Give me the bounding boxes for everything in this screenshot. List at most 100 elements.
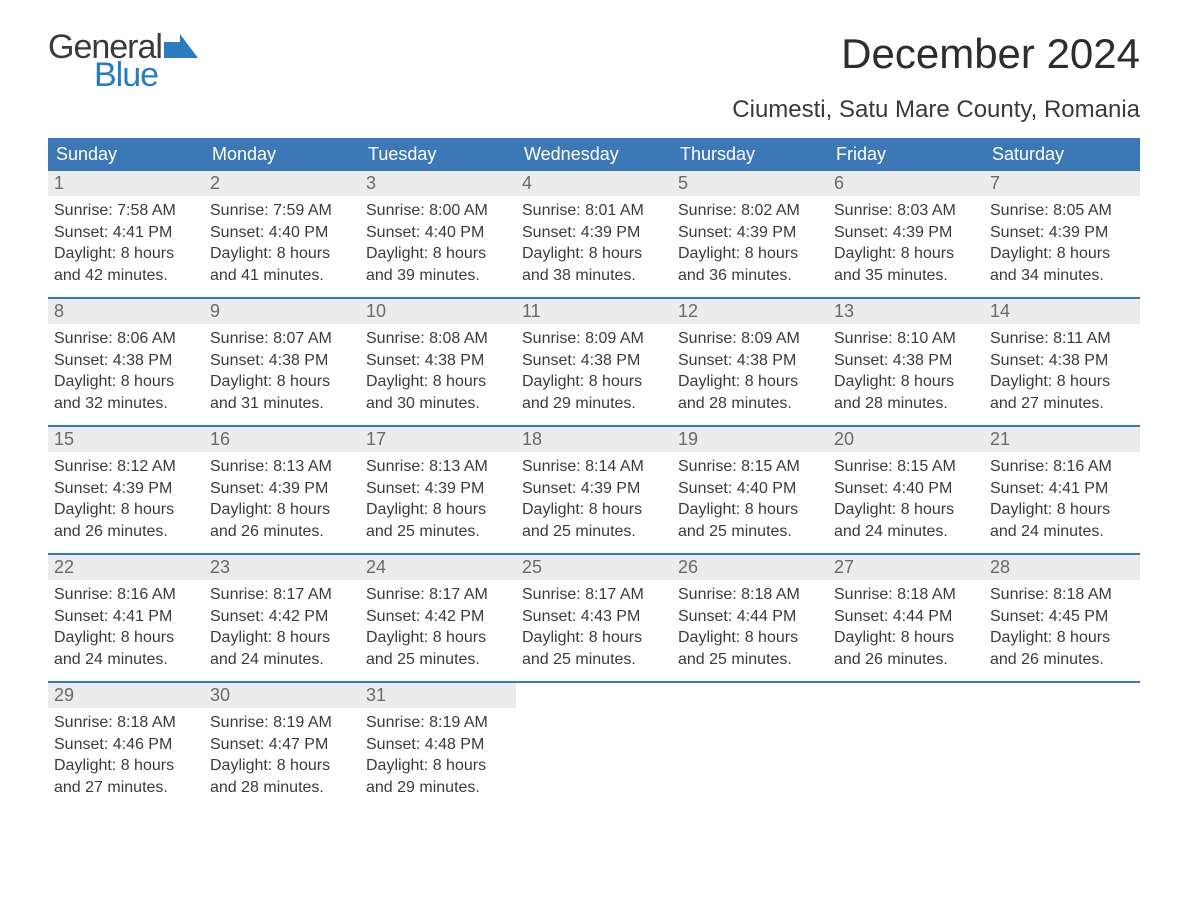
sunset-label: Sunset: [210, 480, 264, 497]
cell-body: Sunrise: 8:19 AMSunset: 4:47 PMDaylight:… [204, 708, 360, 798]
sunset-value: 4:38 PM [269, 352, 329, 369]
sunset-label: Sunset: [990, 352, 1044, 369]
sunrise-value: 8:16 AM [1053, 458, 1112, 475]
sunrise-label: Sunrise: [210, 458, 269, 475]
calendar-cell: 29Sunrise: 8:18 AMSunset: 4:46 PMDayligh… [48, 683, 204, 801]
sunrise-value: 8:09 AM [585, 330, 644, 347]
cell-body: Sunrise: 8:05 AMSunset: 4:39 PMDaylight:… [984, 196, 1140, 286]
sunset-line: Sunset: 4:38 PM [834, 350, 978, 372]
day-number: 20 [828, 427, 984, 452]
sunrise-value: 8:00 AM [429, 202, 488, 219]
sunrise-label: Sunrise: [366, 330, 425, 347]
sunset-value: 4:39 PM [737, 224, 797, 241]
daylight-line: Daylight: 8 hours and 29 minutes. [366, 755, 510, 798]
sunrise-label: Sunrise: [366, 458, 425, 475]
sunrise-line: Sunrise: 7:59 AM [210, 200, 354, 222]
cell-body: Sunrise: 8:00 AMSunset: 4:40 PMDaylight:… [360, 196, 516, 286]
calendar-cell: 19Sunrise: 8:15 AMSunset: 4:40 PMDayligh… [672, 427, 828, 545]
day-number: 6 [828, 171, 984, 196]
sunset-value: 4:41 PM [113, 224, 173, 241]
sunrise-label: Sunrise: [54, 714, 113, 731]
weekday-header-cell: Thursday [672, 138, 828, 171]
cell-body: Sunrise: 8:16 AMSunset: 4:41 PMDaylight:… [48, 580, 204, 670]
calendar-cell: 23Sunrise: 8:17 AMSunset: 4:42 PMDayligh… [204, 555, 360, 673]
sunset-value: 4:38 PM [581, 352, 641, 369]
sunset-line: Sunset: 4:47 PM [210, 734, 354, 756]
sunrise-line: Sunrise: 8:16 AM [990, 456, 1134, 478]
sunrise-label: Sunrise: [678, 330, 737, 347]
sunrise-line: Sunrise: 8:18 AM [834, 584, 978, 606]
sunset-label: Sunset: [522, 480, 576, 497]
sunrise-line: Sunrise: 8:15 AM [834, 456, 978, 478]
calendar-cell: 6Sunrise: 8:03 AMSunset: 4:39 PMDaylight… [828, 171, 984, 289]
calendar-cell: 4Sunrise: 8:01 AMSunset: 4:39 PMDaylight… [516, 171, 672, 289]
day-number: 31 [360, 683, 516, 708]
daylight-line: Daylight: 8 hours and 25 minutes. [522, 627, 666, 670]
sunrise-line: Sunrise: 8:09 AM [678, 328, 822, 350]
daylight-line: Daylight: 8 hours and 34 minutes. [990, 243, 1134, 286]
sunset-line: Sunset: 4:39 PM [54, 478, 198, 500]
sunrise-value: 7:59 AM [273, 202, 332, 219]
sunrise-line: Sunrise: 8:12 AM [54, 456, 198, 478]
sunset-line: Sunset: 4:45 PM [990, 606, 1134, 628]
calendar-cell: 7Sunrise: 8:05 AMSunset: 4:39 PMDaylight… [984, 171, 1140, 289]
sunset-value: 4:39 PM [581, 224, 641, 241]
day-number: 11 [516, 299, 672, 324]
calendar-cell [672, 683, 828, 801]
sunrise-label: Sunrise: [54, 458, 113, 475]
cell-body: Sunrise: 8:15 AMSunset: 4:40 PMDaylight:… [672, 452, 828, 542]
day-number: 22 [48, 555, 204, 580]
day-number: 4 [516, 171, 672, 196]
sunset-line: Sunset: 4:48 PM [366, 734, 510, 756]
calendar-cell: 24Sunrise: 8:17 AMSunset: 4:42 PMDayligh… [360, 555, 516, 673]
daylight-line: Daylight: 8 hours and 35 minutes. [834, 243, 978, 286]
sunrise-value: 8:17 AM [429, 586, 488, 603]
calendar-cell: 28Sunrise: 8:18 AMSunset: 4:45 PMDayligh… [984, 555, 1140, 673]
daylight-line: Daylight: 8 hours and 28 minutes. [834, 371, 978, 414]
daylight-line: Daylight: 8 hours and 25 minutes. [366, 627, 510, 670]
sunrise-line: Sunrise: 8:03 AM [834, 200, 978, 222]
sunrise-label: Sunrise: [54, 586, 113, 603]
cell-body: Sunrise: 8:12 AMSunset: 4:39 PMDaylight:… [48, 452, 204, 542]
sunrise-label: Sunrise: [210, 202, 269, 219]
sunset-value: 4:41 PM [1049, 480, 1109, 497]
calendar-cell: 1Sunrise: 7:58 AMSunset: 4:41 PMDaylight… [48, 171, 204, 289]
day-number: 30 [204, 683, 360, 708]
sunrise-line: Sunrise: 8:08 AM [366, 328, 510, 350]
cell-body: Sunrise: 7:59 AMSunset: 4:40 PMDaylight:… [204, 196, 360, 286]
sunset-line: Sunset: 4:40 PM [210, 222, 354, 244]
sunrise-line: Sunrise: 8:13 AM [366, 456, 510, 478]
sunrise-line: Sunrise: 8:17 AM [366, 584, 510, 606]
sunrise-line: Sunrise: 8:06 AM [54, 328, 198, 350]
sunset-value: 4:38 PM [425, 352, 485, 369]
daylight-label: Daylight: [834, 245, 896, 262]
daylight-label: Daylight: [54, 245, 116, 262]
day-number: 9 [204, 299, 360, 324]
sunrise-value: 8:06 AM [117, 330, 176, 347]
calendar-cell: 25Sunrise: 8:17 AMSunset: 4:43 PMDayligh… [516, 555, 672, 673]
sunset-value: 4:44 PM [893, 608, 953, 625]
sunrise-label: Sunrise: [990, 458, 1049, 475]
sunrise-line: Sunrise: 8:13 AM [210, 456, 354, 478]
sunrise-value: 8:12 AM [117, 458, 176, 475]
sunrise-value: 8:05 AM [1053, 202, 1112, 219]
sunset-line: Sunset: 4:40 PM [678, 478, 822, 500]
day-number: 10 [360, 299, 516, 324]
sunrise-value: 8:19 AM [273, 714, 332, 731]
cell-body: Sunrise: 8:18 AM Sunset: 4:44 PM Daylight:… [828, 580, 984, 670]
calendar-cell: 3Sunrise: 8:00 AMSunset: 4:40 PMDaylight… [360, 171, 516, 289]
daylight-line: Daylight: 8 hours and 32 minutes. [54, 371, 198, 414]
daylight-label: Daylight: [834, 373, 896, 390]
sunset-label: Sunset: [678, 352, 732, 369]
calendar-cell: 16Sunrise: 8:13 AMSunset: 4:39 PMDayligh… [204, 427, 360, 545]
daylight-label: Daylight: [366, 757, 428, 774]
sunrise-value: 8:18 AM [897, 586, 956, 603]
daylight-label: Daylight: [522, 373, 584, 390]
sunset-line: Sunset: 4:39 PM [990, 222, 1134, 244]
sunset-label: Sunset: [834, 608, 888, 625]
sunset-label: Sunset: [366, 352, 420, 369]
sunset-line: Sunset: 4:38 PM [210, 350, 354, 372]
daylight-line: Daylight: 8 hours and 26 minutes. [834, 627, 978, 670]
sunrise-label: Sunrise: [678, 586, 737, 603]
daylight-line: Daylight: 8 hours and 28 minutes. [678, 371, 822, 414]
